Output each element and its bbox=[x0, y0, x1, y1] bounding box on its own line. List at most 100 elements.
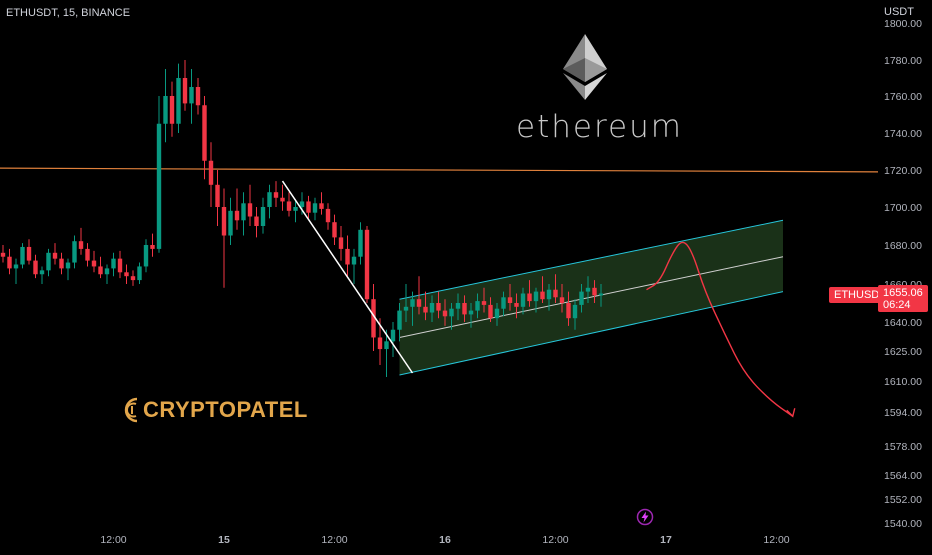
candle bbox=[423, 291, 428, 321]
candle-body bbox=[26, 246, 32, 261]
time-tick-label: 12:00 bbox=[100, 534, 126, 546]
currency-label: USDT bbox=[884, 6, 914, 18]
candle-body bbox=[202, 105, 207, 161]
resistance-line bbox=[0, 167, 879, 173]
candle-body bbox=[156, 123, 162, 249]
candle bbox=[163, 69, 168, 143]
price-tick-label: 1540.00 bbox=[884, 518, 922, 530]
symbol-title[interactable]: ETHUSDT, 15, BINANCE bbox=[6, 7, 130, 19]
lightning-bolt-icon[interactable] bbox=[636, 508, 654, 526]
candle bbox=[247, 184, 253, 226]
candle-body bbox=[345, 248, 350, 265]
channel-lower-line bbox=[399, 291, 784, 376]
candle bbox=[481, 287, 487, 313]
candle-body bbox=[540, 291, 545, 300]
channel-mid-line bbox=[399, 256, 784, 338]
candle bbox=[592, 280, 597, 303]
candle bbox=[273, 181, 279, 207]
candle-body bbox=[319, 203, 324, 209]
price-axis: 1800.00 1780.00 1760.00 1740.00 1720.00 1700.… bbox=[884, 18, 922, 530]
candle-body bbox=[117, 258, 123, 273]
candle bbox=[228, 197, 233, 245]
candle bbox=[91, 250, 97, 273]
candle-body bbox=[85, 248, 90, 261]
candle bbox=[325, 203, 331, 230]
candle-body bbox=[546, 289, 552, 300]
candle bbox=[65, 258, 71, 281]
candle-body bbox=[98, 266, 103, 275]
candle bbox=[338, 226, 344, 261]
candle-body bbox=[65, 262, 71, 269]
candles-layer bbox=[0, 60, 604, 377]
candle bbox=[33, 254, 38, 279]
candle bbox=[514, 293, 519, 319]
candle bbox=[267, 184, 272, 219]
candle bbox=[72, 235, 77, 269]
candle bbox=[195, 78, 201, 115]
candle bbox=[507, 284, 513, 311]
candle-body bbox=[455, 303, 461, 309]
candle-body bbox=[449, 308, 454, 317]
candle-body bbox=[208, 160, 214, 185]
candle bbox=[189, 69, 194, 124]
candle bbox=[7, 248, 12, 275]
candle bbox=[234, 188, 240, 230]
candle bbox=[241, 192, 246, 236]
channel-upper-line bbox=[399, 219, 784, 300]
price-tick-label: 1594.00 bbox=[884, 407, 922, 419]
candle bbox=[501, 291, 506, 317]
candle bbox=[351, 248, 357, 284]
candle-body bbox=[403, 306, 409, 311]
price-tick-label: 1610.00 bbox=[884, 376, 922, 388]
candle bbox=[384, 329, 389, 377]
candle bbox=[143, 239, 149, 273]
candle-body bbox=[416, 299, 422, 307]
candle bbox=[533, 287, 539, 313]
candle bbox=[403, 284, 409, 322]
last-price-tag: 1655.06 06:24 bbox=[878, 285, 928, 312]
candle-body bbox=[377, 337, 383, 350]
candle-body bbox=[59, 258, 64, 269]
candle-body bbox=[598, 293, 604, 296]
candle-body bbox=[371, 299, 376, 338]
candle bbox=[130, 270, 136, 286]
candle bbox=[319, 192, 324, 215]
candle bbox=[546, 284, 552, 311]
time-axis: 12:00 15 12:00 16 12:00 17 12:00 bbox=[100, 534, 789, 546]
candle-body bbox=[39, 270, 45, 275]
price-tick-label: 1564.00 bbox=[884, 470, 922, 482]
candle-body bbox=[397, 310, 402, 330]
candle-body bbox=[592, 287, 597, 296]
candle-body bbox=[572, 304, 578, 319]
trend-line bbox=[281, 180, 414, 374]
candle-body bbox=[527, 293, 532, 302]
candle bbox=[46, 248, 51, 277]
candle-body bbox=[182, 78, 188, 104]
ethereum-wordmark: ethereum bbox=[516, 109, 683, 145]
candle bbox=[566, 291, 571, 326]
last-price-symbol-tag: ETHUSDT bbox=[829, 287, 891, 303]
price-tick-label: 1700.00 bbox=[884, 202, 922, 214]
candle bbox=[286, 192, 292, 217]
time-tick-label: 16 bbox=[439, 534, 451, 546]
price-tick-label: 1578.00 bbox=[884, 441, 922, 453]
candle bbox=[559, 284, 565, 313]
candle bbox=[176, 63, 181, 133]
candle bbox=[416, 276, 422, 315]
candle bbox=[182, 60, 188, 111]
candle-body bbox=[169, 96, 175, 124]
candle-body bbox=[163, 96, 168, 124]
candle bbox=[215, 170, 220, 226]
candle-body bbox=[130, 276, 136, 281]
candle-body bbox=[501, 297, 506, 309]
last-price-value: 1655.06 bbox=[883, 287, 923, 299]
candle bbox=[59, 252, 64, 275]
candle-body bbox=[533, 291, 539, 302]
candle-body bbox=[221, 207, 227, 236]
candle-body bbox=[579, 291, 584, 305]
time-tick-label: 12:00 bbox=[542, 534, 568, 546]
projection-arrowhead bbox=[786, 408, 796, 418]
candle-body bbox=[267, 192, 272, 207]
